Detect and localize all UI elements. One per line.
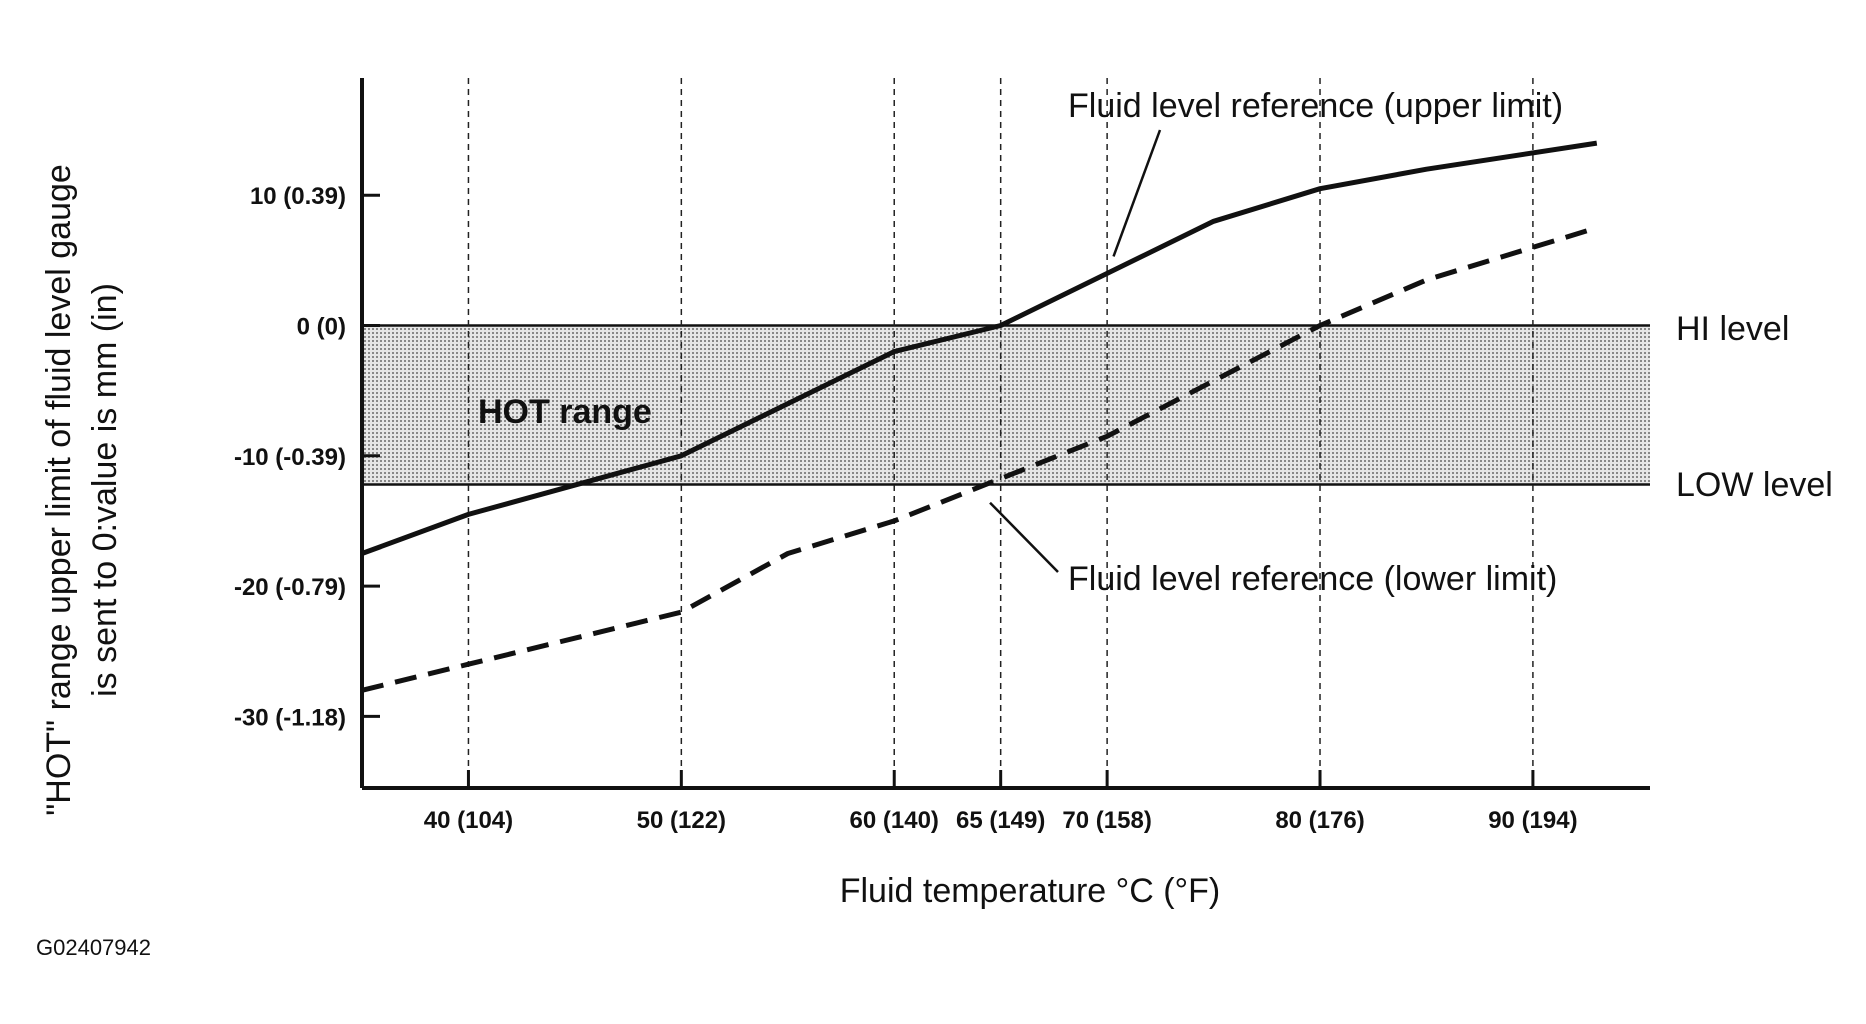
x-tick-label-40: 40 (104) (424, 807, 513, 834)
figure-id: G02407942 (36, 935, 151, 960)
y-tick-label--20: -20 (-0.79) (234, 574, 346, 601)
x-tick-label-70: 70 (158) (1062, 807, 1151, 834)
hot-range-label: HOT range (478, 393, 652, 431)
x-tick-label-65: 65 (149) (956, 807, 1045, 834)
axis-ticks: 40 (104) 50 (122) 60 (140) 65 (149) 70 (158)… (234, 183, 1578, 834)
y-tick-label--10: -10 (-0.39) (234, 444, 346, 471)
vertical-grid (467, 78, 1534, 788)
x-axis-title: Fluid temperature °C (°F) (840, 872, 1221, 910)
series-line-lower-limit (361, 225, 1598, 693)
leader-line-lower-limit (989, 501, 1059, 573)
legend-upper-limit: Fluid level reference (upper limit) (1068, 87, 1563, 125)
hi-level-label: HI level (1676, 310, 1789, 348)
y-tick-label-0: 0 (0) (297, 314, 346, 341)
hot-range-band (362, 325, 1650, 485)
x-tick-label-50: 50 (122) (637, 807, 726, 834)
y-tick-label--30: -30 (-1.18) (234, 704, 346, 731)
leader-line-upper-limit (1112, 129, 1162, 257)
y-tick-label-10: 10 (0.39) (250, 183, 346, 210)
x-tick-label-90: 90 (194) (1488, 807, 1577, 834)
y-axis-title-line2: is sent to 0:value is mm (in) (86, 283, 124, 697)
legend-lower-limit: Fluid level reference (lower limit) (1068, 560, 1557, 598)
series-lines (361, 140, 1598, 693)
x-tick-label-60: 60 (140) (850, 807, 939, 834)
series-line-upper-limit (361, 140, 1598, 556)
x-tick-label-80: 80 (176) (1275, 807, 1364, 834)
low-level-label: LOW level (1676, 466, 1833, 504)
y-axis-title-line1: "HOT" range upper limit of fluid level g… (40, 164, 78, 816)
